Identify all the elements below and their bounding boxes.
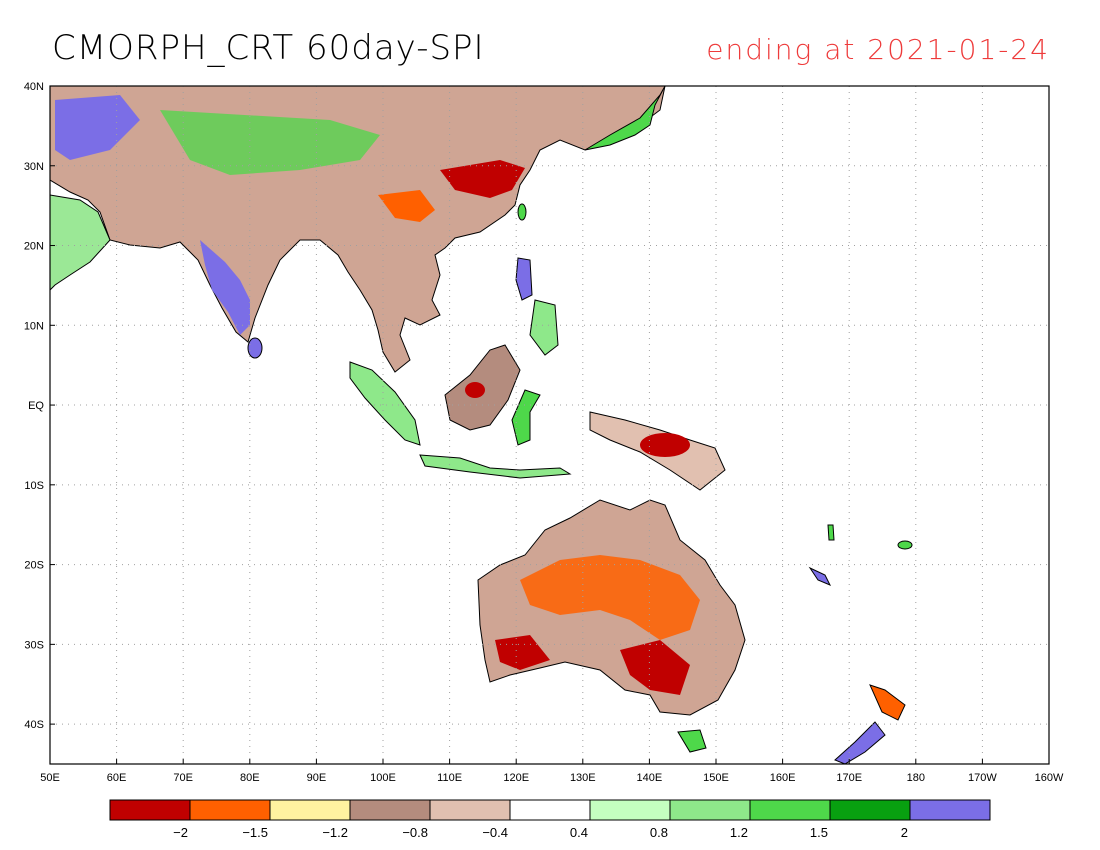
- borneo-dry-spot: [465, 382, 485, 398]
- colorbar-swatch: [749, 799, 831, 821]
- india-wet-zone: [200, 240, 250, 335]
- colorbar-label: 1.2: [730, 825, 748, 840]
- lon-tick-label: 100E: [370, 772, 396, 784]
- colorbar-label: −0.4: [482, 825, 508, 840]
- lat-tick-label: 20S: [24, 560, 44, 572]
- tibet-wet: [160, 110, 380, 175]
- lat-tick-label: 10S: [24, 480, 44, 492]
- map-regions: [50, 86, 913, 764]
- taiwan: [517, 203, 527, 221]
- colorbar-swatch: [829, 799, 911, 821]
- lon-tick-label: 50E: [40, 772, 60, 784]
- colorbar-label: −0.8: [402, 825, 428, 840]
- lon-tick-label: 180: [907, 772, 925, 784]
- colorbar-swatch: [189, 799, 271, 821]
- new-caledonia: [808, 566, 832, 586]
- colorbar-swatch: [909, 799, 991, 821]
- vanuatu: [827, 524, 835, 541]
- indochina-dry: [378, 190, 435, 222]
- new-zealand-south: [834, 721, 886, 764]
- lon-tick-label: 60E: [107, 772, 127, 784]
- colorbar-label: 1.5: [810, 825, 828, 840]
- lat-tick-label: EQ: [28, 400, 44, 412]
- lon-tick-label: 170E: [836, 772, 862, 784]
- colorbar-label: −1.5: [242, 825, 268, 840]
- colorbar-swatch: [589, 799, 671, 821]
- australia-dry-core: [520, 555, 700, 640]
- lat-tick-label: 30N: [24, 161, 44, 173]
- japan: [584, 86, 666, 151]
- tasmania: [677, 729, 707, 753]
- lon-tick-label: 150E: [703, 772, 729, 784]
- colorbar-label: 2: [901, 825, 908, 840]
- australia-dry-south: [620, 640, 690, 695]
- lon-tick-label: 160W: [1035, 772, 1064, 784]
- philippines-mindanao: [529, 299, 559, 356]
- lon-tick-label: 160E: [770, 772, 796, 784]
- longitude-labels: 50E 60E 70E 80E 90E 100E 110E 120E 130E 140E 150E 1…: [40, 759, 1064, 784]
- sri-lanka: [247, 337, 263, 359]
- map-date-subtitle: ending at 2021-01-24: [706, 33, 1050, 66]
- lon-tick-label: 80E: [240, 772, 260, 784]
- arabian-edge: [50, 194, 111, 291]
- central-asia-wet: [55, 95, 140, 160]
- lon-tick-label: 110E: [437, 772, 462, 784]
- fiji: [897, 540, 913, 550]
- java: [419, 454, 572, 479]
- colorbar: −2 −1.5 −1.2 −0.8 −0.4 0.4 0.8 1.2 1.5 2: [109, 799, 991, 840]
- colorbar-swatch: [349, 799, 431, 821]
- south-china-dry: [440, 160, 525, 198]
- colorbar-swatch: [509, 799, 591, 821]
- lon-tick-label: 170W: [968, 772, 997, 784]
- lon-tick-label: 130E: [570, 772, 596, 784]
- philippines-luzon: [515, 257, 533, 301]
- sulawesi: [511, 389, 541, 446]
- map-frame: [49, 85, 1050, 765]
- lat-tick-label: 10N: [24, 320, 44, 332]
- lon-tick-label: 120E: [503, 772, 529, 784]
- latitude-labels: 40N 30N 20N 10N EQ 10S 20S 30S 40S: [24, 81, 55, 731]
- colorbar-label: 0.8: [650, 825, 668, 840]
- colorbar-swatch: [669, 799, 751, 821]
- lat-tick-label: 40N: [24, 81, 44, 93]
- lon-tick-label: 90E: [307, 772, 327, 784]
- colorbar-swatch: [429, 799, 511, 821]
- australia-dry-sw: [495, 635, 550, 670]
- new-zealand-north: [869, 684, 906, 721]
- lat-tick-label: 30S: [24, 639, 44, 651]
- colorbar-swatch: [109, 799, 191, 821]
- colorbar-label: −1.2: [322, 825, 348, 840]
- sumatra: [349, 361, 421, 446]
- lat-tick-label: 20N: [24, 241, 44, 253]
- lon-tick-label: 140E: [637, 772, 663, 784]
- colorbar-swatch: [269, 799, 351, 821]
- colorbar-label: 0.4: [570, 825, 588, 840]
- lat-tick-label: 40S: [24, 719, 44, 731]
- lon-tick-label: 70E: [173, 772, 193, 784]
- new-guinea-dry: [640, 433, 690, 457]
- map-title: CMORPH_CRT 60day-SPI: [52, 28, 485, 68]
- map-grid: [50, 86, 1049, 764]
- colorbar-label: −2: [173, 825, 188, 840]
